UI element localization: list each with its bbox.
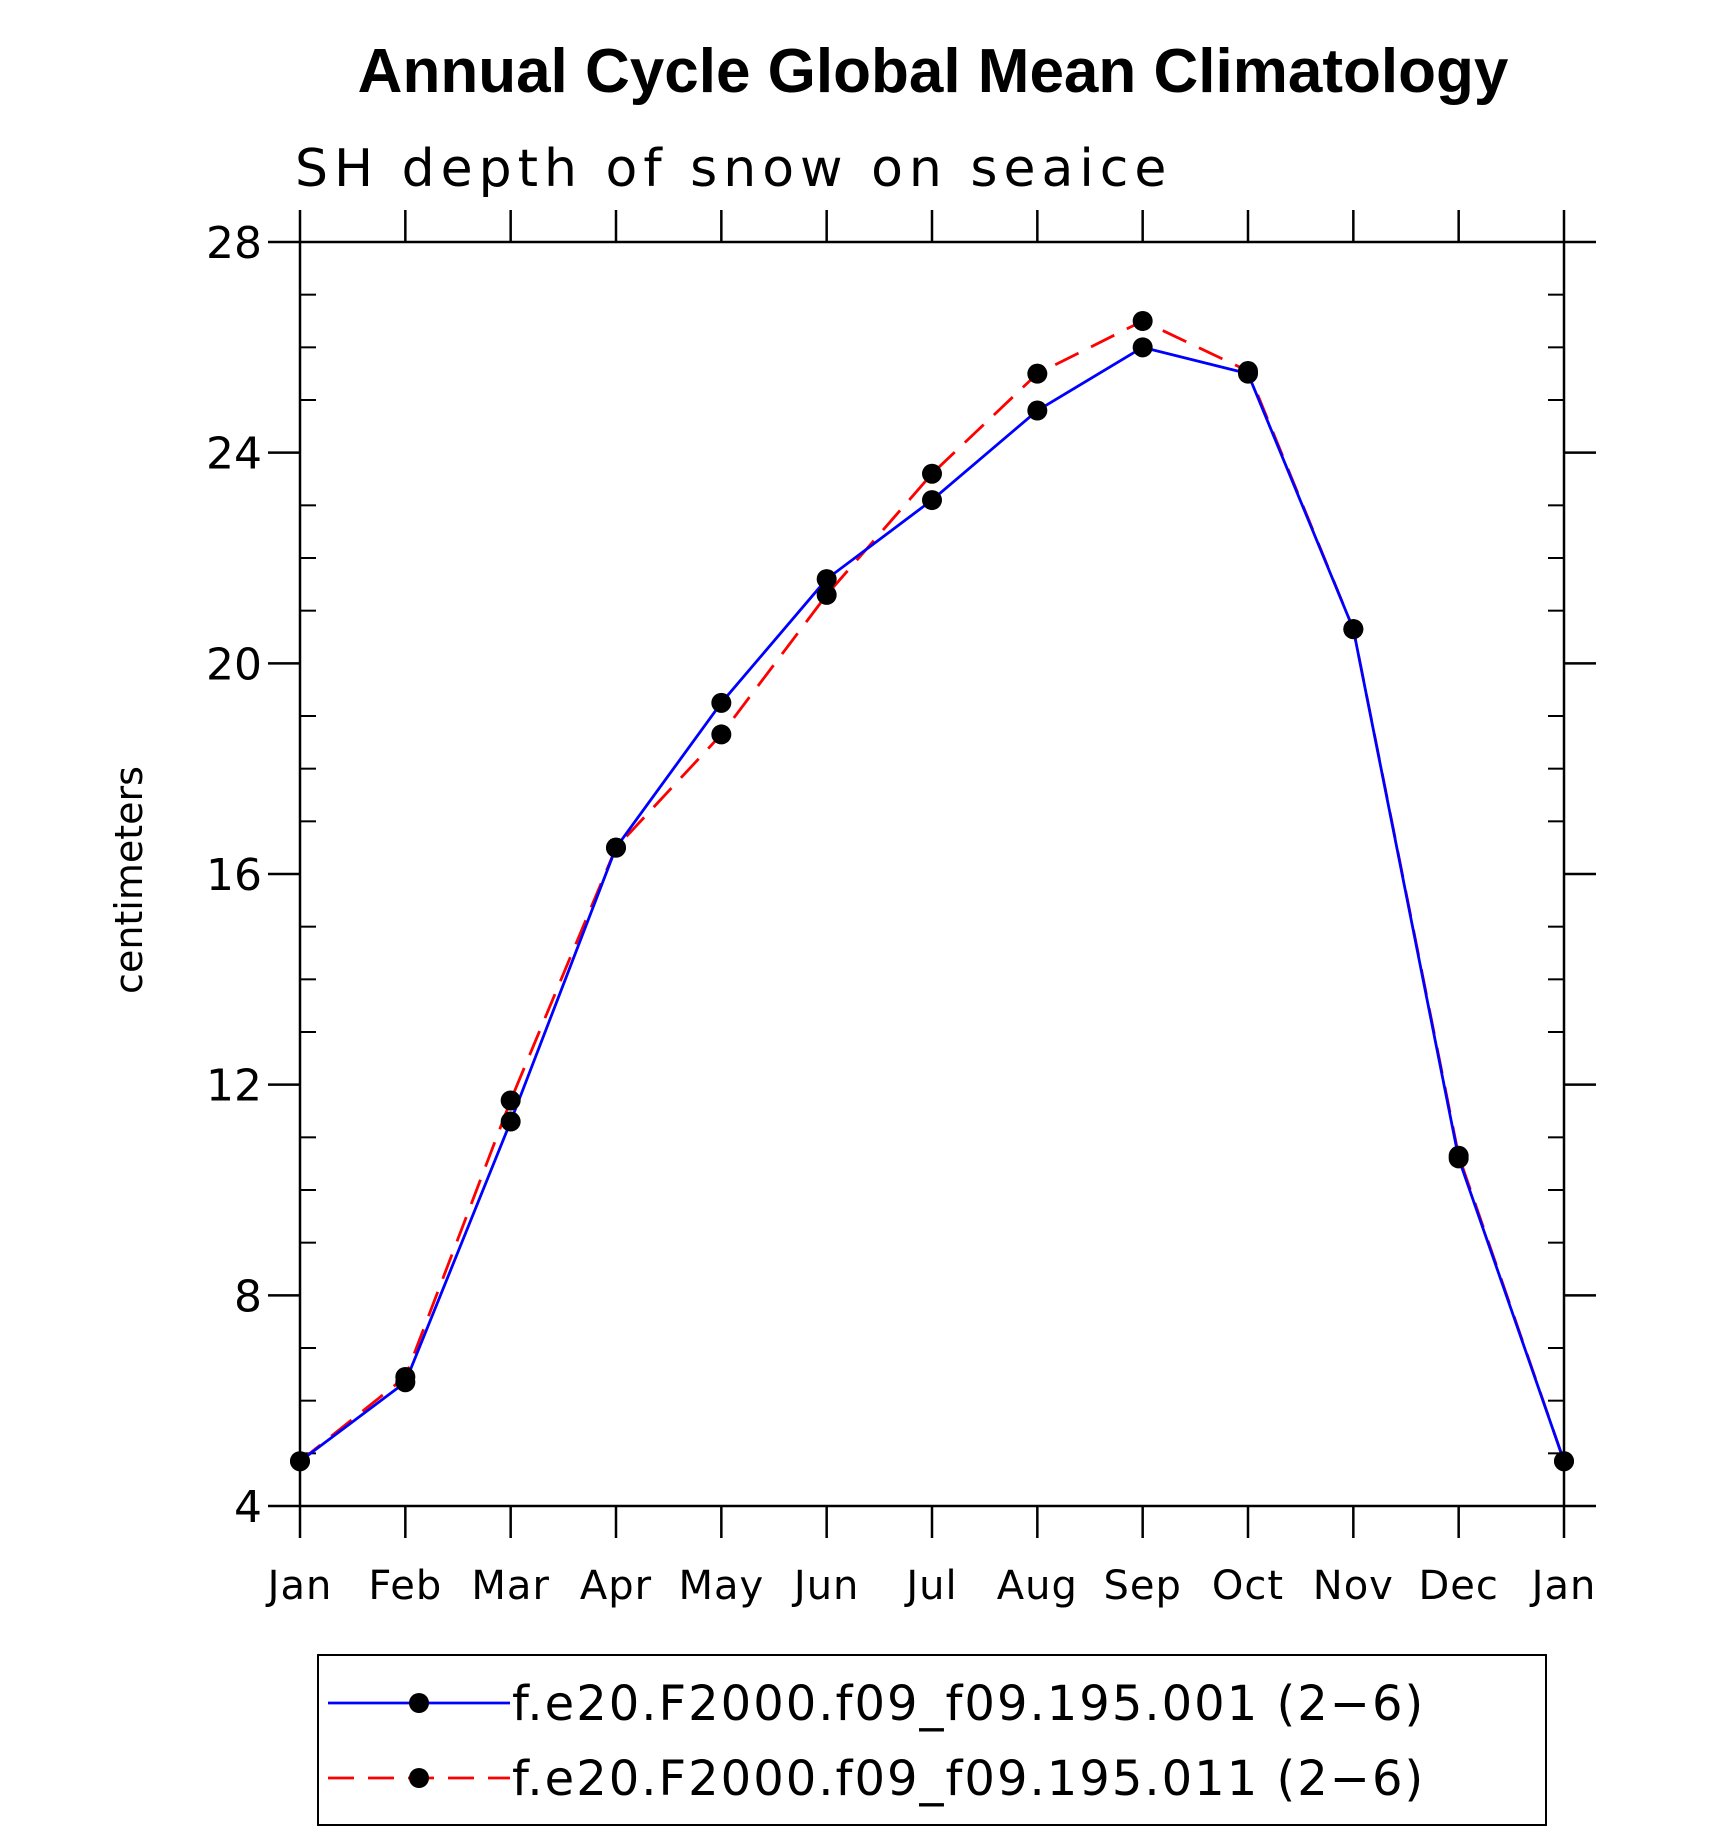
- y-tick-label: 8: [234, 1271, 262, 1322]
- data-point-series-2: [1343, 619, 1364, 640]
- axis-ticks: Jan Feb Mar Apr May Jun Jul Aug Sep Oct Nov Dec Jan4…: [206, 210, 1596, 1609]
- y-tick-label: 24: [206, 429, 262, 480]
- x-tick-label: Dec: [1418, 1563, 1498, 1609]
- data-point-series-2: [922, 463, 942, 484]
- data-point-series-2: [1554, 1451, 1574, 1472]
- x-tick-label: Oct: [1212, 1563, 1284, 1609]
- x-tick-label: Mar: [471, 1563, 549, 1609]
- chart-subtitle: SH depth of snow on seaice: [295, 139, 1172, 199]
- data-point-series-2: [1448, 1145, 1469, 1166]
- data-point-series-1: [1132, 337, 1153, 358]
- series-line-1: [299, 345, 1566, 1463]
- data-point-series-2: [500, 1090, 521, 1111]
- data-point-series-1: [816, 569, 837, 590]
- data-point-series-1: [711, 692, 732, 713]
- x-tick-label: Jan: [1529, 1563, 1597, 1609]
- data-point-series-2: [606, 837, 626, 858]
- legend-label-1: f.e20.F2000.f09_f09.195.001 (2−6): [512, 1676, 1425, 1732]
- x-tick-label: Aug: [997, 1563, 1078, 1609]
- data-point-series-1: [1027, 400, 1048, 421]
- data-point-series-2: [711, 724, 732, 745]
- chart-title: Annual Cycle Global Mean Climatology: [358, 37, 1509, 106]
- x-tick-label: Sep: [1103, 1563, 1181, 1609]
- series-layer: [290, 311, 1574, 1472]
- y-tick-label: 28: [206, 218, 262, 269]
- plot-frame: [298, 240, 1566, 1508]
- data-point-series-2: [1238, 361, 1258, 382]
- legend: f.e20.F2000.f09_f09.195.001 (2−6) f.e20.F…: [328, 1676, 1425, 1807]
- x-tick-label: Jun: [791, 1563, 860, 1609]
- x-tick-label: Jan: [265, 1563, 333, 1609]
- data-point-series-1: [922, 490, 942, 511]
- y-tick-label: 20: [206, 639, 262, 690]
- x-tick-label: May: [678, 1563, 764, 1609]
- y-tick-label: 16: [206, 850, 262, 901]
- legend-marker-2: [409, 1768, 429, 1788]
- x-tick-label: Feb: [368, 1563, 442, 1609]
- data-point-series-1: [500, 1111, 521, 1132]
- y-tick-label: 4: [234, 1482, 262, 1533]
- legend-label-2: f.e20.F2000.f09_f09.195.011 (2−6): [512, 1751, 1425, 1807]
- data-point-series-2: [395, 1366, 416, 1387]
- data-point-series-2: [1027, 363, 1048, 384]
- x-tick-label: Nov: [1313, 1563, 1394, 1609]
- data-point-series-2: [290, 1451, 310, 1472]
- legend-marker-1: [409, 1693, 429, 1713]
- x-tick-label: Apr: [580, 1563, 652, 1609]
- x-tick-label: Jul: [903, 1563, 957, 1609]
- data-point-series-2: [1132, 311, 1153, 331]
- data-point-series-2: [816, 584, 837, 605]
- y-tick-label: 12: [206, 1061, 262, 1112]
- y-axis-label: centimeters: [107, 766, 151, 994]
- legend-box: [317, 1654, 1547, 1826]
